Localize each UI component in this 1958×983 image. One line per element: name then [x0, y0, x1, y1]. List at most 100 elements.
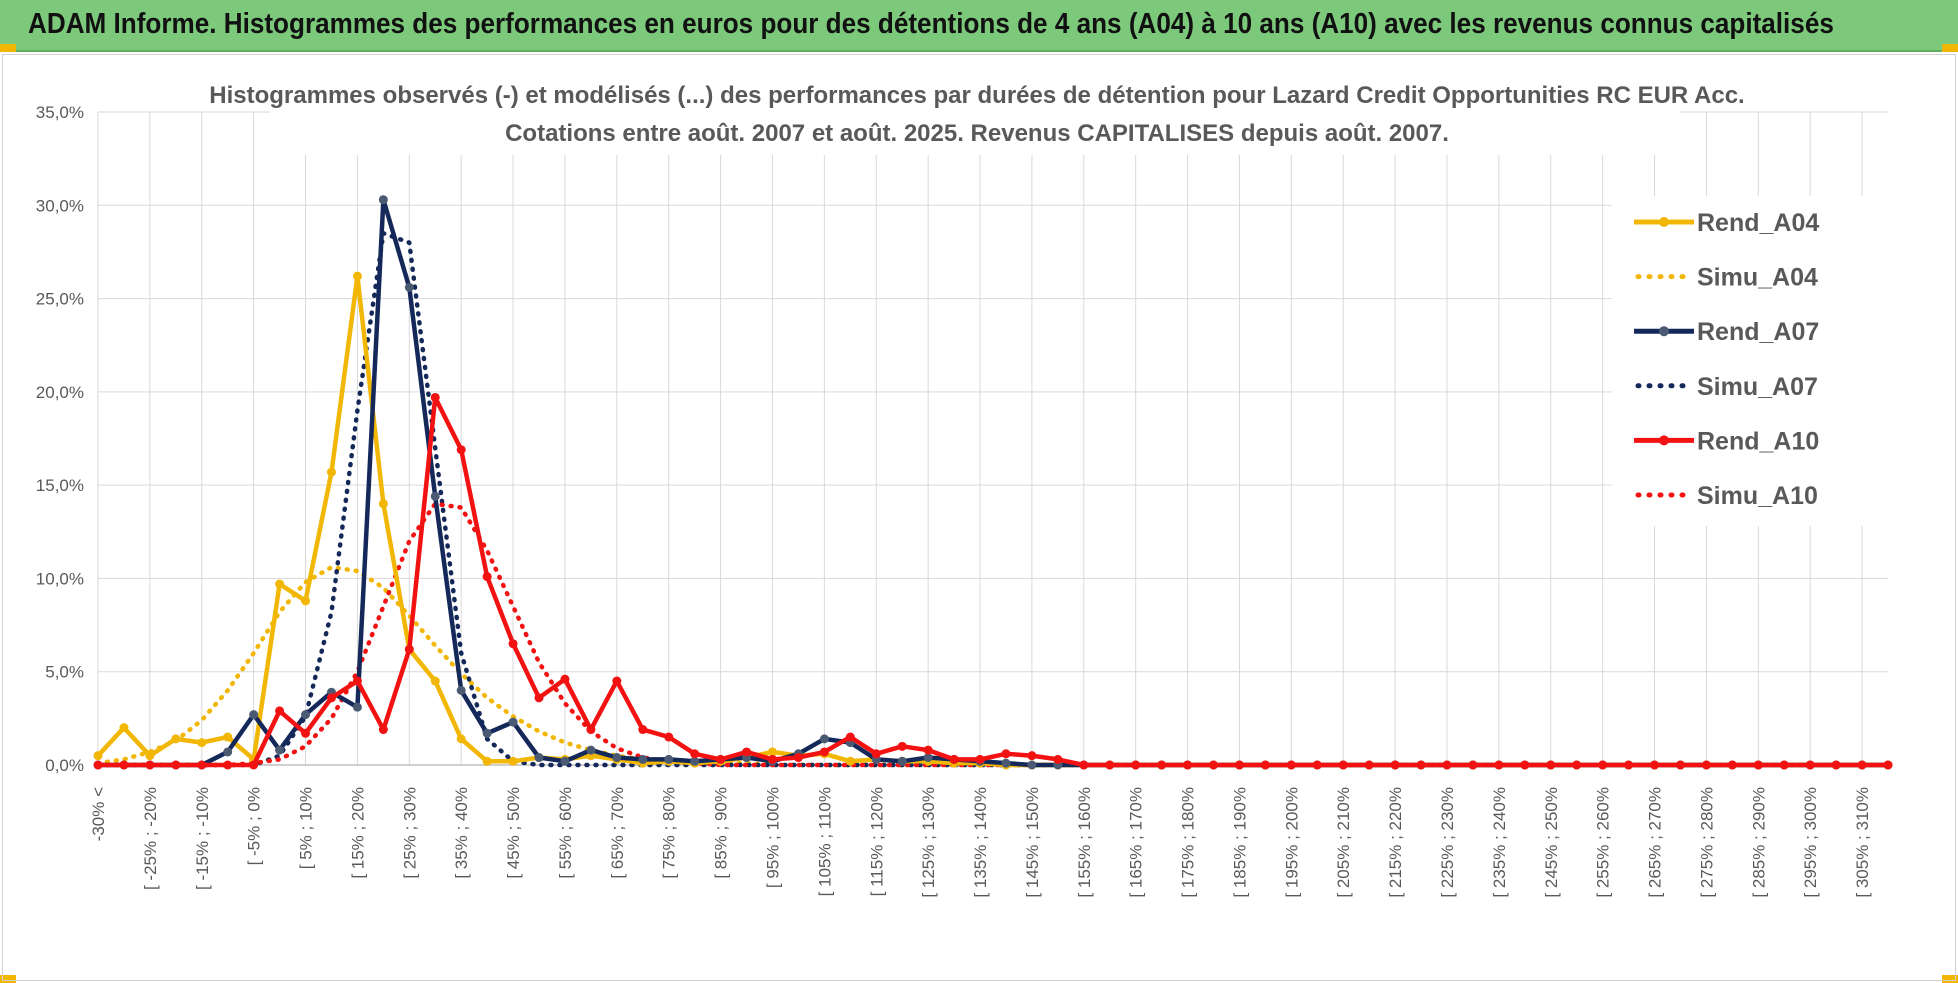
data-point-rend_a04	[456, 734, 466, 744]
data-point-rend_a07	[430, 491, 440, 501]
data-point-rend_a10	[1105, 760, 1115, 770]
data-point-rend_a10	[275, 706, 285, 716]
data-point-rend_a10	[404, 644, 414, 654]
data-point-rend_a10	[949, 754, 959, 764]
data-point-rend_a07	[897, 756, 907, 766]
data-point-rend_a10	[534, 693, 544, 703]
data-point-rend_a10	[482, 572, 492, 582]
x-tick-label: [ 75% ; 80%	[660, 787, 679, 879]
data-point-rend_a07	[638, 754, 648, 764]
data-point-rend_a07	[560, 756, 570, 766]
x-tick-label: [ -15% ; -10%	[193, 787, 212, 890]
chart-title-backdrop	[270, 75, 1680, 155]
legend-item: Simu_A10	[1635, 482, 1818, 510]
x-tick-label: [ 95% ; 100%	[763, 787, 782, 888]
data-point-rend_a10	[249, 760, 259, 770]
corner-mark	[1942, 44, 1958, 52]
x-tick-label: [ 265% ; 270%	[1646, 787, 1665, 898]
data-point-rend_a10	[1624, 760, 1634, 770]
data-point-rend_a07	[612, 753, 622, 763]
data-point-rend_a10	[1675, 760, 1685, 770]
data-point-rend_a10	[1157, 760, 1167, 770]
y-tick-label: 15,0%	[36, 476, 84, 495]
legend-label: Simu_A04	[1697, 264, 1818, 292]
x-tick-label: [ 195% ; 200%	[1282, 787, 1301, 898]
legend-item: Simu_A04	[1635, 264, 1818, 292]
x-tick-label: [ 235% ; 240%	[1490, 787, 1509, 898]
data-point-rend_a10	[352, 676, 362, 686]
x-tick-label: [ 275% ; 280%	[1697, 787, 1716, 898]
data-point-rend_a10	[1364, 760, 1374, 770]
data-point-rend_a10	[793, 753, 803, 763]
data-point-rend_a10	[871, 749, 881, 759]
x-tick-label: [ 255% ; 260%	[1594, 787, 1613, 898]
data-point-rend_a04	[482, 756, 492, 766]
data-point-rend_a10	[378, 725, 388, 735]
chart-title-background	[270, 75, 1680, 155]
data-point-rend_a10	[508, 639, 518, 649]
data-point-rend_a04	[326, 467, 336, 477]
x-tick-label: [ 165% ; 170%	[1127, 787, 1146, 898]
x-tick-label: [ 205% ; 210%	[1334, 787, 1353, 898]
x-axis: -30% < [ -25% ; -20% [ -15% ; -10% [ -5% ; …	[89, 787, 1872, 898]
x-tick-label: [ 225% ; 230%	[1438, 787, 1457, 898]
data-point-rend_a10	[767, 754, 777, 764]
data-point-rend_a10	[1494, 760, 1504, 770]
x-tick-label: [ 135% ; 140%	[971, 787, 990, 898]
legend-item: Rend_A10	[1634, 427, 1819, 455]
y-tick-label: 20,0%	[36, 383, 84, 402]
legend-label: Rend_A07	[1697, 318, 1819, 346]
y-tick-label: 10,0%	[36, 569, 84, 588]
data-point-rend_a04	[430, 676, 440, 686]
data-point-rend_a10	[1416, 760, 1426, 770]
x-tick-label: [ 85% ; 90%	[712, 787, 731, 879]
data-point-rend_a07	[223, 747, 233, 757]
data-point-rend_a10	[612, 676, 622, 686]
data-point-rend_a10	[1053, 754, 1063, 764]
data-point-rend_a10	[638, 725, 648, 735]
data-point-rend_a07	[690, 756, 700, 766]
legend-marker	[1659, 435, 1669, 446]
data-point-rend_a10	[1183, 760, 1193, 770]
data-point-rend_a10	[1701, 760, 1711, 770]
legend-label: Simu_A07	[1697, 373, 1818, 401]
data-point-rend_a10	[1390, 760, 1400, 770]
legend-box	[1612, 196, 1888, 526]
data-point-rend_a10	[1079, 760, 1089, 770]
data-point-rend_a10	[742, 747, 752, 757]
data-point-rend_a10	[171, 760, 181, 770]
data-point-rend_a10	[1831, 760, 1841, 770]
data-point-rend_a04	[378, 499, 388, 509]
data-point-rend_a10	[145, 760, 155, 770]
data-point-rend_a10	[93, 760, 103, 770]
x-tick-label: [ 65% ; 70%	[608, 787, 627, 879]
data-point-rend_a10	[1234, 760, 1244, 770]
data-point-rend_a10	[1520, 760, 1530, 770]
corner-mark	[1942, 975, 1958, 983]
x-tick-label: [ 15% ; 20%	[348, 787, 367, 879]
data-point-rend_a10	[1883, 760, 1893, 770]
data-point-rend_a07	[534, 753, 544, 763]
data-point-rend_a10	[1857, 760, 1867, 770]
chart-frame	[2, 54, 1956, 981]
chart-title: Histogrammes observés (-) et modélisés (…	[209, 82, 1744, 109]
data-point-rend_a07	[352, 702, 362, 712]
data-point-rend_a07	[508, 717, 518, 727]
data-point-rend_a10	[1779, 760, 1789, 770]
data-point-rend_a10	[223, 760, 233, 770]
data-point-rend_a07	[819, 734, 829, 744]
data-point-rend_a10	[430, 392, 440, 402]
legend: Rend_A04 Simu_A04 Rend_A07 Simu_A07 Rend_A10…	[1612, 196, 1888, 526]
series-line-rend_a10	[98, 395, 1888, 768]
x-tick-label: [ 175% ; 180%	[1179, 787, 1198, 898]
data-point-rend_a04	[197, 738, 207, 748]
legend-marker	[1659, 217, 1669, 227]
data-point-rend_a10	[456, 445, 466, 455]
data-point-rend_a10	[923, 745, 933, 755]
data-point-rend_a07	[664, 754, 674, 764]
data-point-rend_a10	[1727, 760, 1737, 770]
x-tick-label: [ 145% ; 150%	[1023, 787, 1042, 898]
data-point-rend_a10	[1650, 760, 1660, 770]
corner-mark	[0, 44, 16, 52]
